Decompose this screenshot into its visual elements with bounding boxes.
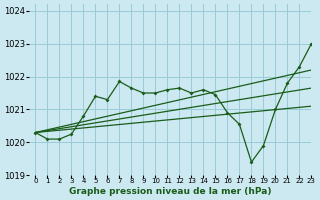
X-axis label: Graphe pression niveau de la mer (hPa): Graphe pression niveau de la mer (hPa)	[69, 187, 272, 196]
